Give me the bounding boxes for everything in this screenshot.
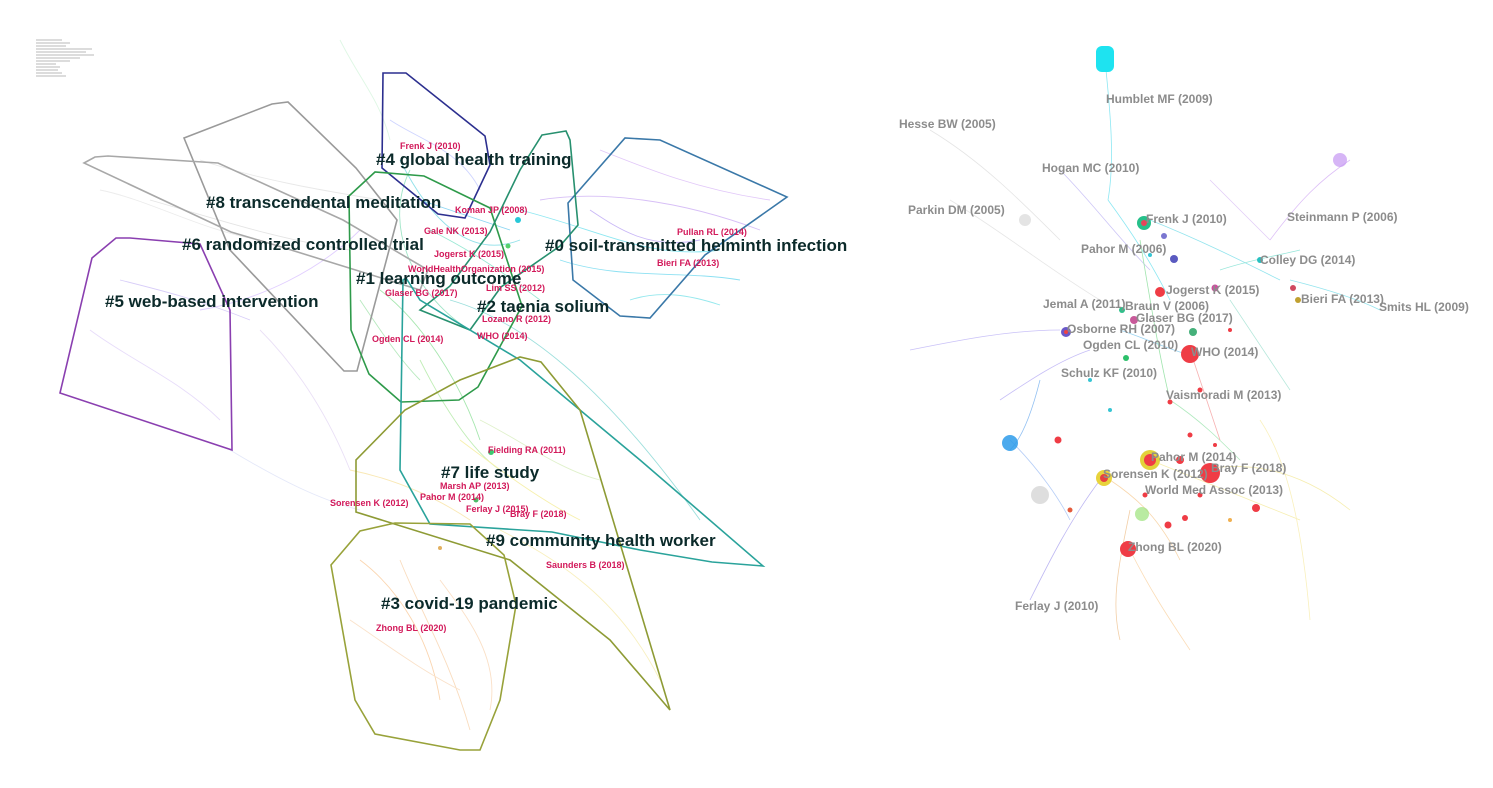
- cluster-hull-4: [381, 72, 491, 219]
- cluster-hull-5: [59, 237, 233, 452]
- ref-label: Ferlay J (2010): [1015, 599, 1098, 613]
- ref-label: World Med Assoc (2013): [1145, 483, 1283, 497]
- cluster-hull-3: [330, 522, 517, 751]
- cluster-label-0: #0 soil-transmitted helminth infection: [545, 236, 847, 255]
- ref-label: Colley DG (2014): [1260, 253, 1355, 267]
- ref-label: Humblet MF (2009): [1106, 92, 1213, 106]
- ref-label: Steinmann P (2006): [1287, 210, 1397, 224]
- cluster-label-5: #5 web-based intervention: [105, 292, 319, 311]
- ref-label: Pahor M (2014): [1151, 450, 1236, 464]
- cluster-hulls: [59, 72, 789, 751]
- ref-label: Braun V (2006): [1125, 299, 1209, 313]
- ref-label: Bieri FA (2013): [1301, 292, 1384, 306]
- ref-label: Gale NK (2013): [424, 226, 488, 236]
- ref-label: Lozano R (2012): [482, 314, 551, 324]
- ref-label: Koman JP (2008): [455, 205, 527, 215]
- ref-label: Saunders B (2018): [546, 560, 625, 570]
- left-reference-labels: Frenk J (2010) Koman JP (2008) Gale NK (…: [330, 141, 747, 633]
- cluster-label-3: #3 covid-19 pandemic: [381, 594, 558, 613]
- ref-label: Jogerst K (2015): [434, 249, 504, 259]
- right-network-nodes: [1002, 46, 1347, 557]
- right-reference-labels: Humblet MF (2009) Hesse BW (2005) Hogan …: [899, 92, 1469, 613]
- cluster-label-4: #4 global health training: [376, 150, 572, 169]
- cluster-label-8: #8 transcendental meditation: [206, 193, 441, 212]
- ref-label: Schulz KF (2010): [1061, 366, 1157, 380]
- software-metadata-block: [36, 38, 94, 78]
- ref-label: Sorensen K (2012): [1103, 467, 1208, 481]
- ref-label: Pullan RL (2014): [677, 227, 747, 237]
- ref-label: Lim SS (2012): [486, 283, 545, 293]
- ref-label: Hogan MC (2010): [1042, 161, 1139, 175]
- cluster-label-1: #1 learning outcome: [356, 269, 521, 288]
- cluster-hull-7: [355, 356, 671, 711]
- ref-label: Hesse BW (2005): [899, 117, 996, 131]
- ref-label: Zhong BL (2020): [376, 623, 446, 633]
- ref-label: Marsh AP (2013): [440, 481, 510, 491]
- ref-label: WorldHealthOrganization (2015): [408, 264, 544, 274]
- cyan-node-cluster: [1096, 46, 1114, 72]
- ref-label: Fielding RA (2011): [488, 445, 566, 455]
- ref-label: Jemal A (2011): [1043, 297, 1126, 311]
- cluster-hull-9: [399, 276, 766, 567]
- cluster-hull-2: [418, 130, 579, 331]
- ref-label: Vaismoradi M (2013): [1166, 388, 1281, 402]
- ref-label: Ogden CL (2010): [1083, 338, 1178, 352]
- cluster-hull-8: [182, 101, 398, 372]
- ref-label: Osborne RH (2007): [1067, 322, 1175, 336]
- cluster-labels: #0 soil-transmitted helminth infection #…: [105, 150, 847, 613]
- ref-label: Pahor M (2006): [1081, 242, 1166, 256]
- ref-label: Pahor M (2014): [420, 492, 484, 502]
- ref-label: Frenk J (2010): [1146, 212, 1227, 226]
- ref-label: Zhong BL (2020): [1128, 540, 1222, 554]
- ref-label: Sorensen K (2012): [330, 498, 409, 508]
- ref-label: Bray F (2018): [1211, 461, 1286, 475]
- ref-label: Bieri FA (2013): [657, 258, 719, 268]
- ref-label: Smits HL (2009): [1379, 300, 1469, 314]
- cluster-hull-0: [567, 137, 789, 319]
- right-network-edges: [909, 69, 1381, 651]
- ref-label: WHO (2014): [477, 331, 528, 341]
- ref-label: Bray F (2018): [510, 509, 567, 519]
- cluster-label-2: #2 taenia solium: [477, 297, 609, 316]
- ref-label: Parkin DM (2005): [908, 203, 1005, 217]
- cluster-label-6: #6 randomized controlled trial: [182, 235, 424, 254]
- ref-label: Ogden CL (2014): [372, 334, 443, 344]
- cluster-hull-6: [82, 155, 429, 291]
- left-network-edges: [89, 39, 771, 731]
- ref-label: Glaser BG (2017): [1136, 311, 1233, 325]
- ref-label: WHO (2014): [1191, 345, 1258, 359]
- left-network-nodes: [438, 217, 521, 550]
- cluster-label-7: #7 life study: [441, 463, 540, 482]
- ref-label: Ferlay J (2015): [466, 504, 529, 514]
- cluster-label-9: #9 community health worker: [486, 531, 716, 550]
- ref-label: Jogerst K (2015): [1166, 283, 1259, 297]
- cluster-hull-1: [348, 171, 523, 403]
- ref-label: Glaser BG (2017): [385, 288, 458, 298]
- ref-label: Frenk J (2010): [400, 141, 461, 151]
